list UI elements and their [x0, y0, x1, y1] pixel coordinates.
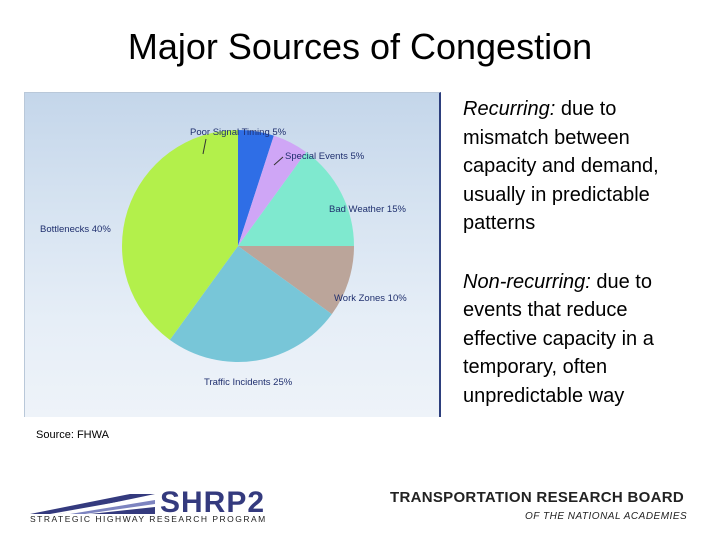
bullet-term: Recurring:	[463, 98, 556, 120]
slide-title: Major Sources of Congestion	[127, 26, 593, 67]
slice-poor-signal-timing	[238, 130, 274, 246]
slice-poor-signal-timing-label: Poor Signal Timing 5%	[190, 127, 287, 138]
slice-bad-weather	[238, 152, 354, 246]
slice-special-events	[238, 135, 307, 246]
slice-work-zones	[238, 246, 354, 315]
trb-name: TRANSPORTATION RESEARCH BOARD	[390, 489, 684, 506]
shrp2-logo-text: SHRP2	[160, 486, 266, 519]
slice-traffic-incidents-label: Traffic Incidents 25%	[204, 377, 293, 388]
bullet-recurring: Recurring: due to mismatch between capac…	[463, 95, 703, 238]
slice-bottlenecks-label: Bottlenecks 40%	[40, 224, 111, 235]
slice-traffic-incidents	[169, 246, 332, 363]
highway-stripes-icon	[30, 494, 155, 514]
source-note: Source: FHWA	[36, 429, 109, 441]
slice-work-zones-label: Work Zones 10%	[334, 293, 407, 304]
trb-subtitle: OF THE NATIONAL ACADEMIES	[525, 511, 688, 522]
shrp2-logo: SHRP2 STRATEGIC HIGHWAY RESEARCH PROGRAM	[30, 486, 270, 527]
bullet-text: due to mismatch between capacity and dem…	[463, 98, 659, 234]
bullet-text: due to events that reduce effective capa…	[463, 270, 654, 407]
shrp2-subtitle: STRATEGIC HIGHWAY RESEARCH PROGRAM	[30, 514, 267, 524]
slice-special-events-label: Special Events 5%	[285, 151, 365, 162]
pie-chart: Poor Signal Timing 5% Special Events 5% Ba…	[24, 92, 441, 417]
pie-chart-svg: Poor Signal Timing 5% Special Events 5% Ba…	[40, 127, 407, 388]
bullet-non-recurring: Non-recurring: due to events that reduce…	[463, 268, 703, 411]
label-leader-line	[273, 156, 284, 166]
bullet-term: Non-recurring:	[463, 270, 591, 293]
slice-bottlenecks	[121, 129, 238, 340]
label-leader-line	[202, 138, 207, 155]
slice-bad-weather-label: Bad Weather 15%	[329, 204, 406, 215]
bullet-list: Recurring: due to mismatch between capac…	[463, 95, 703, 410]
